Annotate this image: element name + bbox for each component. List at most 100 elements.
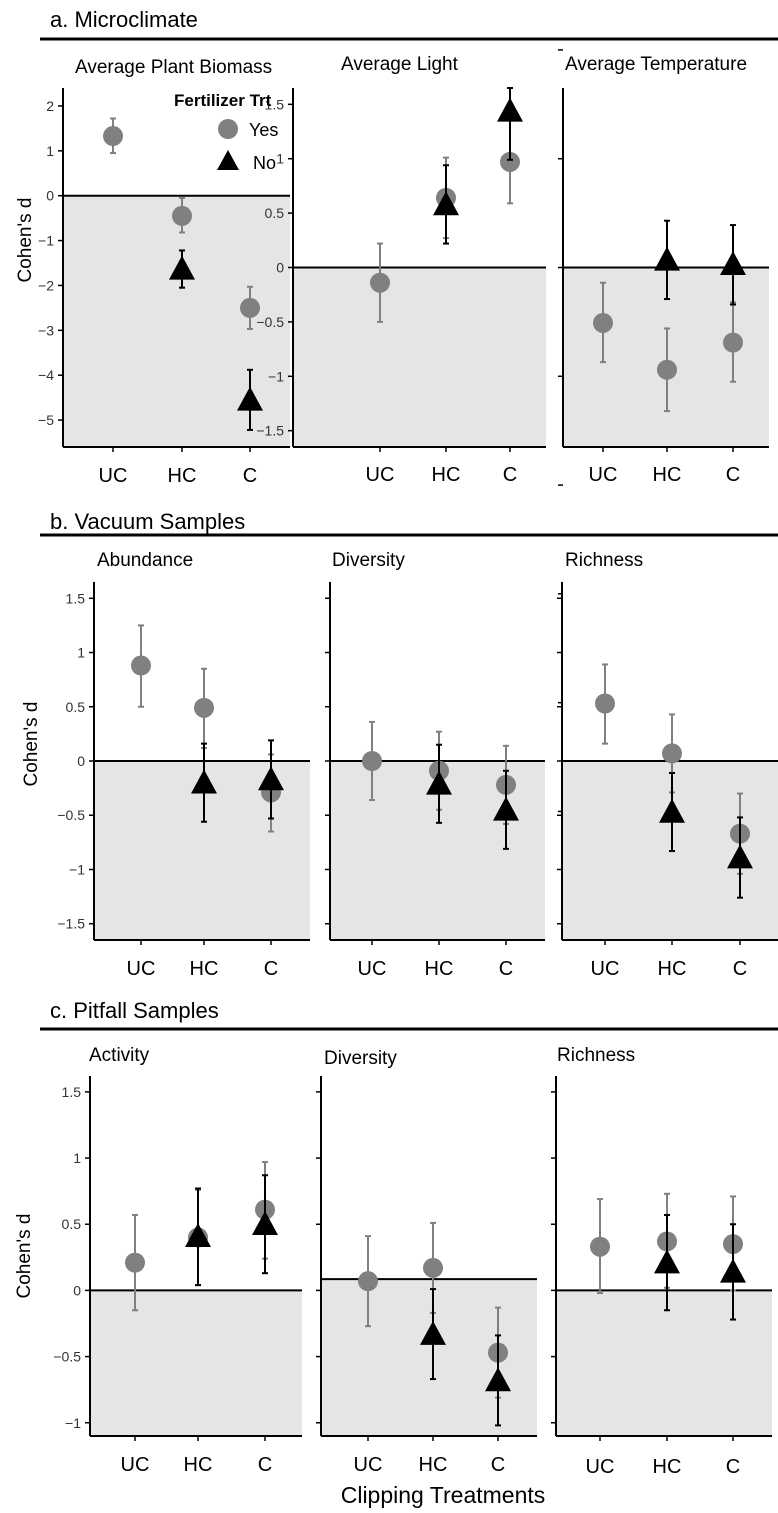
y-tick-label: 1 — [276, 151, 284, 167]
x-tick-label: UC — [586, 1456, 615, 1478]
x-axis-label: Clipping Treatments — [341, 1482, 546, 1508]
panel-light: Average Light 1.5 1 0.5 0 −0.5 −1 −1.5 UC HC C — [256, 54, 546, 486]
panel-pitfall-activity: Activity 1.5 1 0.5 0 −0.5 −1 Cohen's d UC HC C — [14, 1045, 302, 1476]
point-no-c — [727, 844, 753, 869]
x-tick-label: C — [726, 1456, 740, 1478]
x-tick-label: HC — [190, 958, 219, 980]
section-title-pitfall: c. Pitfall Samples — [50, 998, 219, 1023]
point-no-c — [252, 1211, 278, 1236]
point-no-hc — [185, 1222, 211, 1247]
point-no-c — [497, 97, 523, 122]
x-tick-label: HC — [653, 1456, 682, 1478]
x-tick-label: C — [733, 958, 747, 980]
x-tick-label: HC — [658, 958, 687, 980]
y-tick-label: 1 — [77, 645, 85, 661]
panel-pitfall-richness: Richness UC HC C — [551, 1045, 772, 1478]
x-tick-label: C — [491, 1454, 505, 1476]
panel-title: Richness — [565, 550, 643, 571]
x-tick-label: HC — [432, 464, 461, 486]
y-tick-label: 0.5 — [62, 1216, 82, 1232]
point-yes-hc — [657, 359, 677, 380]
point-yes-uc — [103, 126, 123, 147]
panel-temperature: Average Temperature UC HC C — [558, 49, 769, 813]
point-yes-c — [723, 332, 743, 353]
point-yes-uc — [358, 1271, 378, 1292]
y-tick-label: −5 — [38, 412, 54, 428]
point-no-hc — [426, 770, 452, 795]
y-tick-label: −2 — [38, 277, 54, 293]
point-no-c — [720, 1258, 746, 1283]
x-tick-label: C — [264, 958, 278, 980]
point-yes-uc — [362, 751, 382, 771]
y-tick-label: 1 — [73, 1150, 81, 1166]
panel-title: Average Temperature — [565, 54, 747, 75]
point-no-hc — [654, 1249, 680, 1274]
y-tick-label: 0 — [46, 188, 54, 204]
panel-title: Abundance — [97, 550, 193, 571]
point-yes-hc — [662, 743, 682, 764]
point-yes-uc — [595, 693, 615, 714]
y-tick-label: 0 — [73, 1282, 81, 1298]
panel-title: Diversity — [332, 550, 405, 571]
x-tick-label: UC — [127, 958, 156, 980]
y-tick-label: −1 — [268, 368, 284, 384]
x-tick-label: HC — [184, 1454, 213, 1476]
x-tick-label: HC — [419, 1454, 448, 1476]
negative-region — [293, 267, 546, 447]
y-tick-label: 1.5 — [265, 96, 285, 112]
y-tick-label: 0 — [77, 753, 85, 769]
x-tick-label: UC — [591, 958, 620, 980]
legend-label-no: No — [253, 153, 276, 173]
point-no-hc — [433, 191, 459, 216]
legend-key-no — [217, 150, 239, 170]
y-tick-label: −1 — [38, 233, 54, 249]
y-tick-label: 0.5 — [265, 205, 285, 221]
legend-key-yes — [218, 119, 238, 139]
y-tick-label: −0.5 — [57, 807, 85, 823]
x-tick-label: UC — [354, 1454, 383, 1476]
x-tick-label: C — [503, 464, 517, 486]
negative-region — [556, 1290, 772, 1436]
x-tick-label: C — [258, 1454, 272, 1476]
x-tick-label: UC — [121, 1454, 150, 1476]
panel-title: Average Light — [341, 54, 459, 75]
point-yes-hc — [172, 205, 192, 226]
x-tick-label: UC — [589, 464, 618, 486]
x-tick-label: UC — [99, 465, 128, 487]
x-tick-label: UC — [366, 464, 395, 486]
panel-vacuum-richness: Richness UC HC C — [557, 550, 778, 980]
x-tick-label: HC — [653, 464, 682, 486]
y-tick-label: −0.5 — [256, 314, 284, 330]
x-tick-label: C — [499, 958, 513, 980]
panel-title: Richness — [557, 1045, 635, 1066]
legend: Fertilizer Trt Yes No — [174, 91, 278, 173]
y-tick-label: −0.5 — [53, 1349, 81, 1365]
point-no-c — [720, 251, 746, 276]
legend-title: Fertilizer Trt — [174, 91, 272, 110]
y-axis-label: Cohen's d — [15, 198, 36, 283]
section-title-microclimate: a. Microclimate — [50, 7, 198, 32]
y-tick-label: 2 — [46, 98, 54, 114]
x-tick-label: HC — [168, 465, 197, 487]
y-tick-label: −1.5 — [256, 423, 284, 439]
y-tick-label: 1.5 — [66, 590, 86, 606]
y-tick-label: 0.5 — [66, 699, 86, 715]
point-yes-uc — [125, 1252, 145, 1273]
section-title-vacuum: b. Vacuum Samples — [50, 509, 245, 534]
y-tick-label: 1 — [46, 143, 54, 159]
y-tick-label: 0 — [276, 260, 284, 276]
panel-vacuum-abundance: Abundance 1.5 1 0.5 0 −0.5 −1 −1.5 Cohen's d UC HC… — [21, 550, 310, 980]
y-tick-label: −3 — [38, 322, 54, 338]
point-no-hc — [191, 769, 217, 794]
point-no-c — [493, 796, 519, 821]
x-tick-label: C — [726, 464, 740, 486]
point-yes-c — [500, 151, 520, 172]
y-axis-label: Cohen's d — [14, 1214, 35, 1299]
point-yes-uc — [370, 272, 390, 293]
y-tick-label: 1.5 — [62, 1084, 82, 1100]
panel-title: Activity — [89, 1045, 150, 1066]
negative-region — [90, 1290, 302, 1436]
legend-label-yes: Yes — [249, 120, 278, 140]
point-no-c — [237, 386, 263, 411]
